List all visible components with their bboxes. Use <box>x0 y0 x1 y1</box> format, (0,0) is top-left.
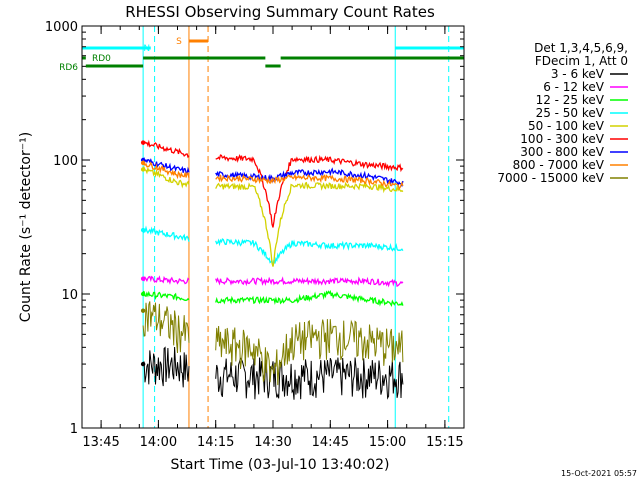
legend-entry-label: 800 - 7000 keV <box>513 158 605 172</box>
series-line <box>215 167 404 188</box>
x-tick-label: 15:15 <box>426 435 463 450</box>
series-line <box>215 238 404 267</box>
chart-title: RHESSI Observing Summary Count Rates <box>125 3 435 21</box>
legend-entry-label: 12 - 25 keV <box>536 93 605 107</box>
legend: Det 1,3,4,5,6,9,FDecim 1, Att 03 - 6 keV… <box>497 41 628 185</box>
series-group <box>140 139 404 228</box>
x-tick-label: 14:00 <box>140 435 177 450</box>
series-line <box>215 154 404 228</box>
series-group <box>140 160 404 191</box>
series-line <box>215 319 404 386</box>
series-line <box>215 276 404 288</box>
series-line <box>142 301 190 354</box>
series-line <box>142 139 190 159</box>
legend-header: Det 1,3,4,5,6,9, <box>534 41 628 55</box>
series-line <box>215 357 404 400</box>
y-tick-label: 1000 <box>45 20 78 35</box>
x-tick-label: 14:30 <box>254 435 291 450</box>
series-group <box>140 157 404 188</box>
flag-label: RD0 <box>92 54 111 64</box>
x-tick-label: 14:45 <box>312 435 349 450</box>
series-line <box>142 346 190 388</box>
y-tick-label: 10 <box>61 288 78 303</box>
series-line <box>215 181 404 267</box>
x-axis-label: Start Time (03-Jul-10 13:40:02) <box>170 457 389 473</box>
footer-timestamp: 15-Oct-2021 05:57 <box>561 469 637 478</box>
legend-entry-label: 50 - 100 keV <box>528 119 605 133</box>
y-tick-label: 1 <box>70 422 78 437</box>
flag-label: RD6 <box>59 63 78 73</box>
series-line <box>142 225 190 242</box>
series-group <box>140 275 404 288</box>
x-tick-label: 13:45 <box>82 435 119 450</box>
flag-group: S <box>176 37 209 47</box>
y-tick-label: 100 <box>53 154 78 169</box>
y-axis-label: Count Rate (s⁻¹ detector⁻¹) <box>18 132 34 322</box>
series-line <box>142 275 190 285</box>
series-line <box>215 289 404 307</box>
series-group <box>140 165 404 267</box>
series-line <box>142 290 190 302</box>
x-tick-label: 15:00 <box>369 435 406 450</box>
flag-group: N <box>82 44 464 54</box>
series-group <box>140 225 404 267</box>
series-group <box>140 289 404 307</box>
flag-group: RD0 <box>82 54 464 64</box>
axes-layer: 13:45 14:00 14:15 14:30 14:45 15:00 15:15 1 10 10… <box>45 20 465 450</box>
series-line <box>142 157 190 175</box>
plot-layer: N S RD0 RD6 <box>59 26 464 428</box>
series-line <box>142 160 190 180</box>
series-line <box>215 172 404 191</box>
legend-entry-label: 7000 - 15000 keV <box>497 171 604 185</box>
data-point <box>140 227 146 233</box>
legend-entry-label: 6 - 12 keV <box>543 80 605 94</box>
legend-entry-label: 25 - 50 keV <box>536 106 605 120</box>
legend-entry-label: 3 - 6 keV <box>551 67 605 81</box>
flag-label: N <box>143 44 150 54</box>
x-tick-label: 14:15 <box>197 435 234 450</box>
series-group <box>140 346 404 400</box>
series-group <box>140 301 404 386</box>
series-line <box>142 165 190 189</box>
legend-header: FDecim 1, Att 0 <box>535 54 628 68</box>
legend-entry-label: 300 - 800 keV <box>520 145 604 159</box>
data-point <box>140 308 146 313</box>
legend-entry-label: 100 - 300 keV <box>520 132 604 146</box>
flag-label: S <box>176 37 182 47</box>
flag-group: RD6 <box>59 63 281 73</box>
